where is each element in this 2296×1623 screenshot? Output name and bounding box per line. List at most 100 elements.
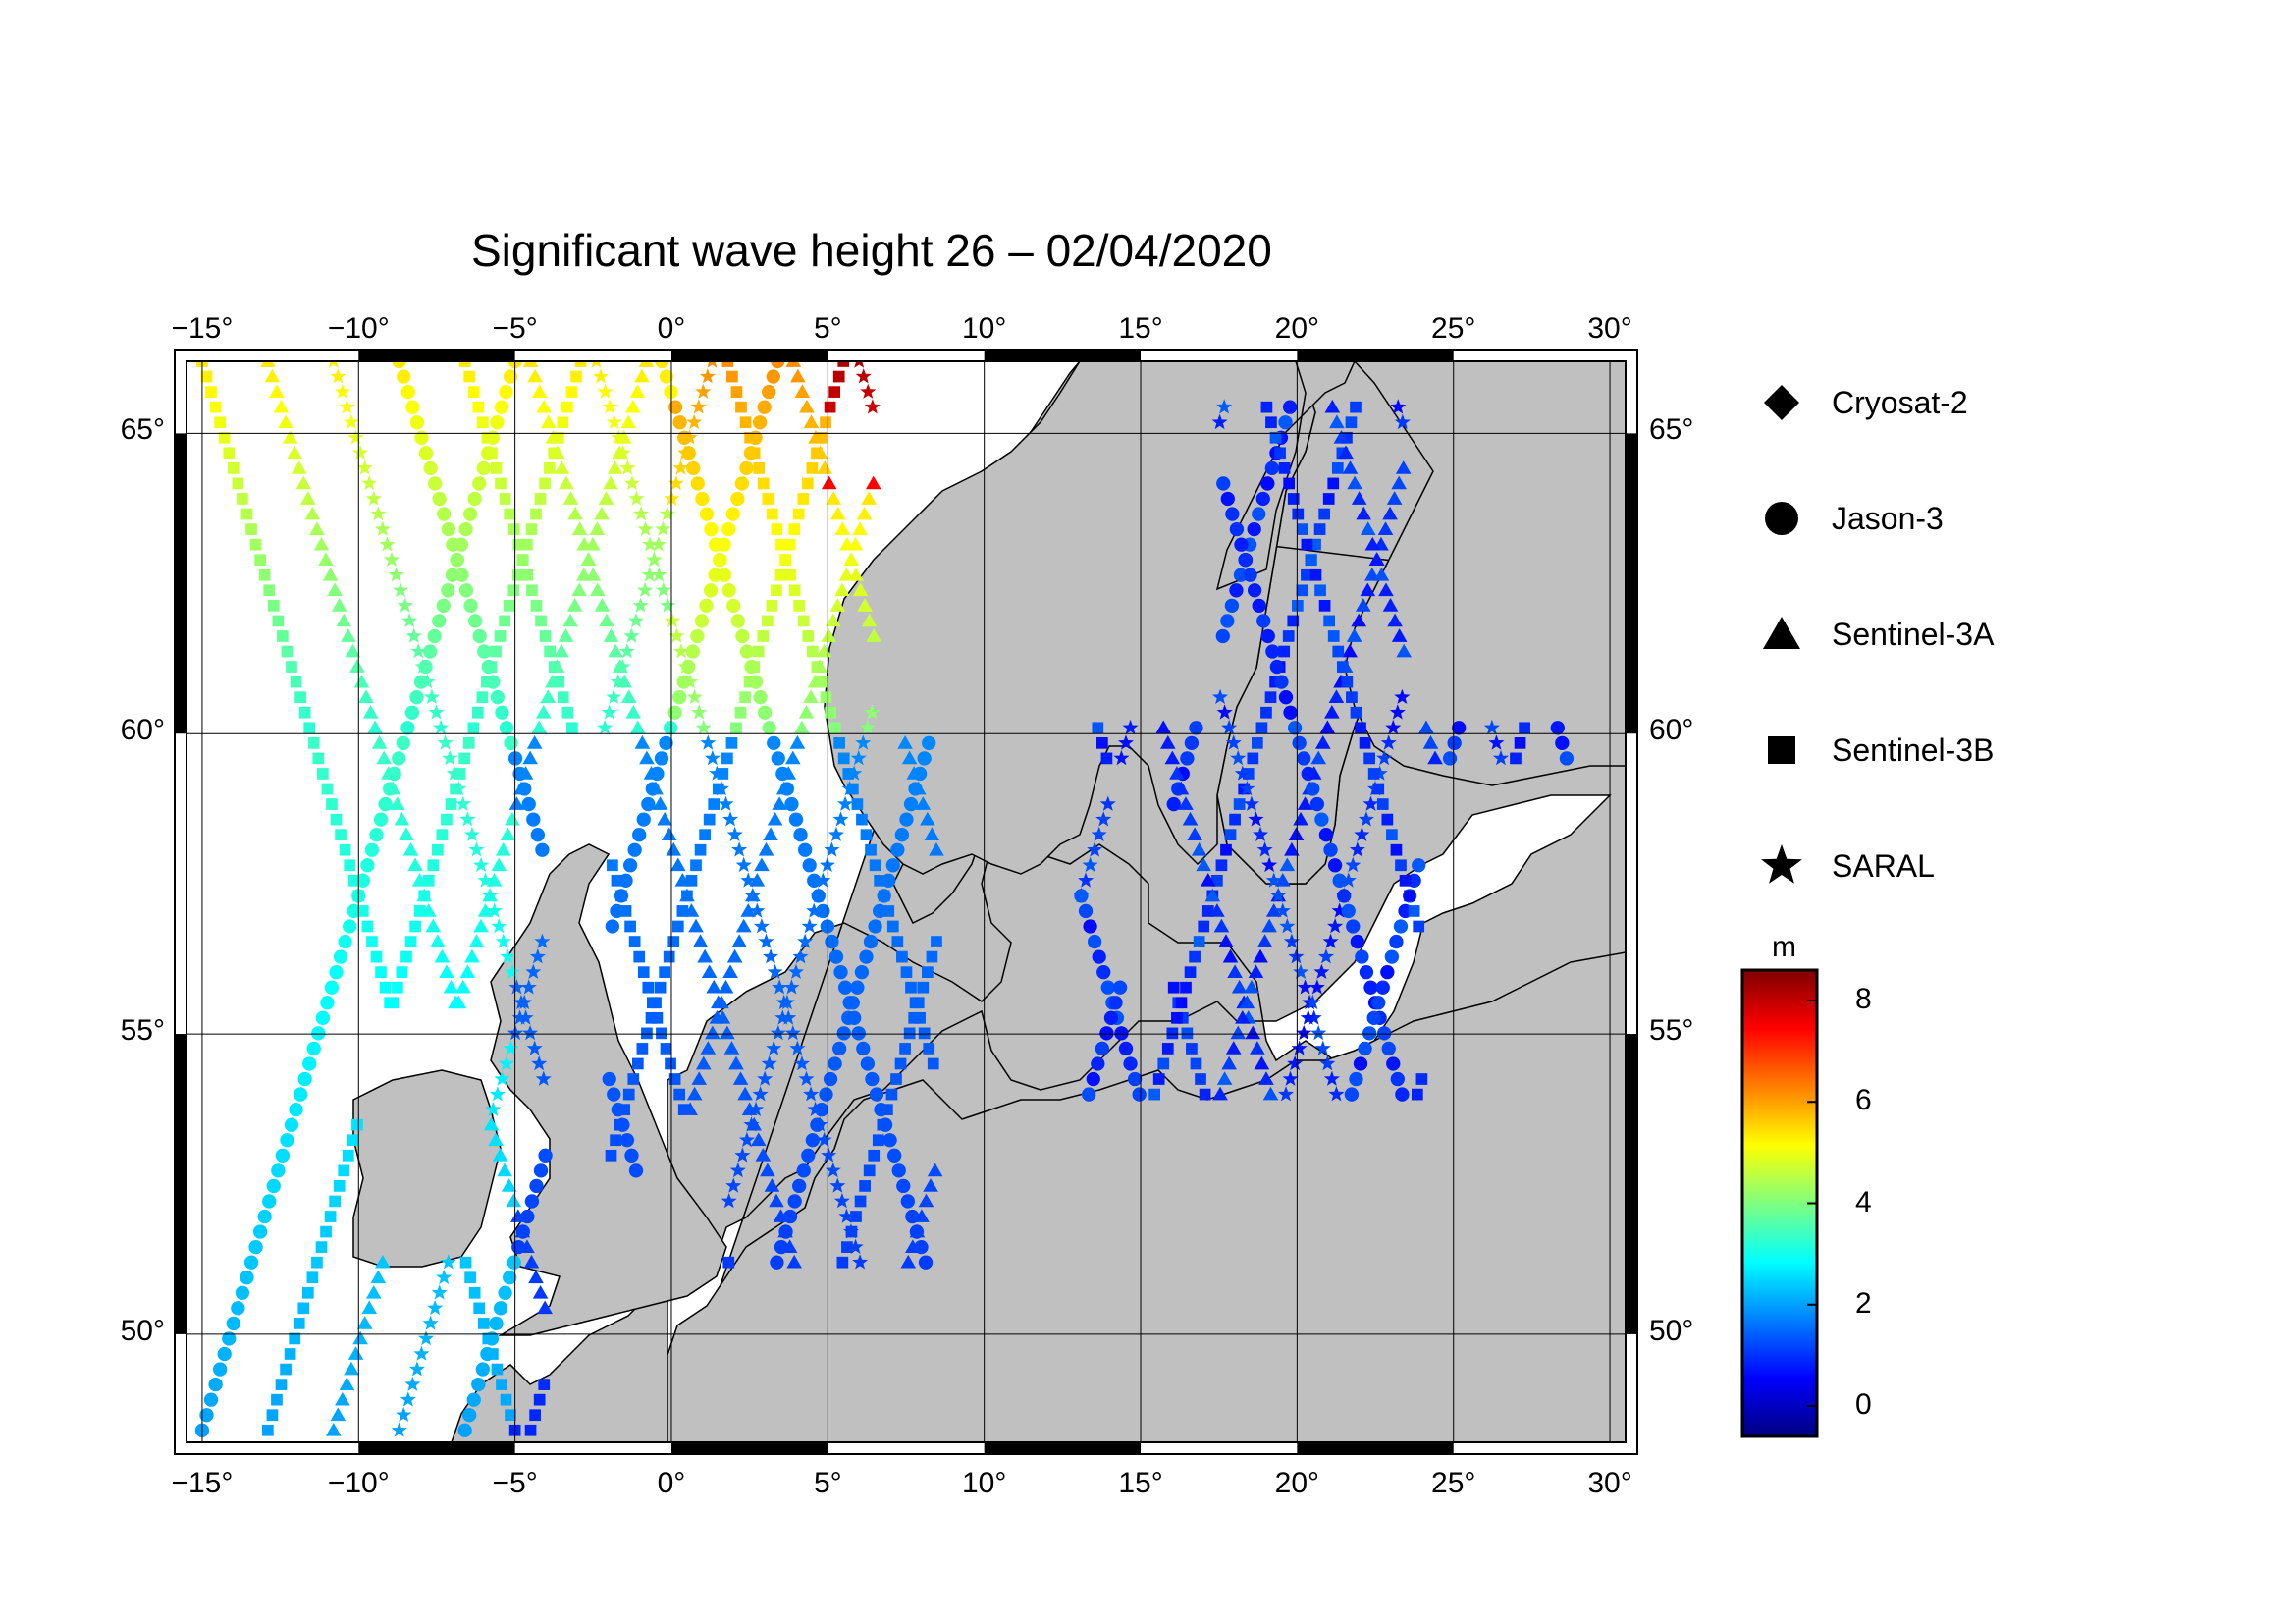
observation-mark [419,674,436,689]
observation-mark [868,1149,881,1162]
observation-mark [718,795,734,811]
observation-mark [821,628,837,642]
observation-mark [864,704,881,720]
observation-mark [534,493,547,505]
observation-mark [1371,765,1388,781]
observation-mark [1225,507,1240,521]
observation-mark [819,1087,833,1102]
observation-mark [1355,722,1366,734]
observation-mark [860,383,877,399]
observation-mark [451,781,467,796]
observation-mark [508,796,525,810]
observation-mark [217,1346,232,1362]
observation-mark [721,752,733,765]
observation-mark [499,615,511,627]
observation-mark [494,1070,510,1086]
observation-mark [1278,462,1291,474]
observation-mark [462,1408,477,1423]
observation-mark [1313,523,1326,535]
observation-mark [1350,401,1362,413]
observation-mark [1492,749,1509,766]
observation-mark [699,507,715,521]
observation-mark [1314,1040,1331,1055]
observation-mark [657,811,672,826]
observation-mark [1261,856,1278,873]
observation-mark [1096,736,1108,749]
observation-mark [440,1254,456,1270]
frame-bar [1626,433,1637,734]
observation-mark [1297,796,1313,810]
observation-mark [526,812,541,827]
observation-mark [365,490,382,506]
observation-mark [816,676,828,688]
observation-mark [1287,615,1300,627]
observation-mark [611,429,627,445]
observation-mark [477,644,492,659]
observation-mark [527,368,543,383]
observation-mark [306,1271,319,1284]
observation-mark [226,1316,240,1331]
observation-mark [379,536,396,552]
observation-mark [258,568,271,581]
observation-mark [1225,1041,1242,1055]
lon-tick-label: 20° [1274,1467,1320,1499]
observation-mark [1181,1027,1194,1040]
observation-mark [643,766,660,780]
observation-mark [524,1194,540,1209]
lon-tick-label: 30° [1587,1467,1632,1499]
observation-mark [820,416,831,429]
lat-tick-label: 55° [120,1014,165,1048]
observation-mark [614,1118,626,1131]
observation-mark [313,536,330,551]
observation-mark [905,1239,921,1253]
observation-mark [774,1239,789,1255]
observation-mark [1265,903,1282,917]
frame-bar [984,350,1142,361]
observation-mark [1386,829,1398,841]
observation-mark [347,1134,359,1147]
observation-mark [492,1147,508,1162]
observation-mark [392,751,406,766]
observation-mark [1251,736,1263,749]
observation-mark [735,401,747,413]
observation-mark [1278,690,1294,705]
observation-mark [1331,902,1348,918]
observation-mark [1314,735,1331,749]
observation-mark [690,476,705,491]
observation-mark [1209,903,1225,917]
observation-mark [540,414,557,429]
observation-mark [832,1041,847,1056]
observation-mark [517,782,532,796]
observation-mark [489,1316,504,1331]
observation-mark [271,1393,283,1406]
observation-mark [227,462,240,474]
observation-mark [333,949,348,964]
observation-mark [869,859,881,872]
observation-mark [486,902,503,918]
observation-mark [1555,735,1570,750]
observation-mark [320,996,335,1010]
observation-mark [1314,812,1329,827]
observation-mark [859,719,876,735]
observation-mark [331,598,347,612]
observation-mark [628,613,644,628]
lat-tick-label: 65° [1649,413,1694,447]
observation-mark [836,1026,851,1041]
observation-mark [1346,628,1362,642]
observation-mark [500,1393,512,1406]
observation-mark [1399,874,1412,887]
observation-mark [651,1011,664,1024]
observation-mark [1275,873,1291,887]
observation-mark [762,493,774,505]
observation-mark [673,1088,686,1101]
observation-mark [793,828,808,842]
observation-mark [1336,661,1349,673]
observation-mark [538,1379,551,1390]
observation-mark [1239,781,1255,796]
observation-mark [481,431,494,444]
observation-mark [1256,614,1271,628]
observation-mark [854,965,870,980]
frame-bar [358,1442,515,1454]
lon-tick-label: 25° [1431,312,1476,345]
